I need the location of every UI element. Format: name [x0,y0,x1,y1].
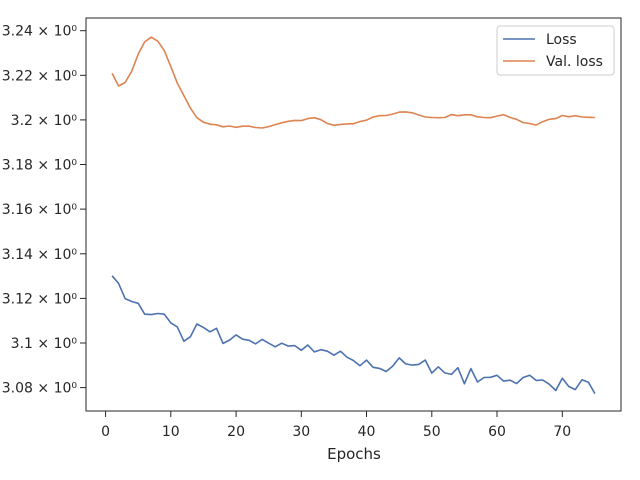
plot-area [85,17,622,412]
legend: Loss Val. loss [496,25,615,76]
y-tick-label: 3.08 × 10⁰ [2,381,78,397]
y-tick-label: 3.24 × 10⁰ [2,24,78,40]
y-tick-label: 3.18 × 10⁰ [2,158,78,174]
x-axis: 0 10 20 30 40 50 60 70 [101,411,571,440]
x-tick-label: 10 [162,424,180,440]
x-tick-label: 0 [101,424,110,440]
series-line-val-loss [111,36,595,129]
series-line-loss [111,275,596,394]
x-tick-label: 70 [553,424,571,440]
legend-label-val-loss: Val. loss [546,54,603,70]
y-tick-label: 3.22 × 10⁰ [2,68,78,84]
y-axis: 3.08 × 10⁰ 3.1 × 10⁰ 3.12 × 10⁰ 3.14 × 10⁰ 3… [2,24,86,397]
x-axis-title: Epochs [327,445,381,463]
y-tick-label: 3.1 × 10⁰ [11,336,78,352]
x-tick-label: 40 [358,424,376,440]
y-tick-label: 3.12 × 10⁰ [2,291,78,307]
x-tick-label: 60 [488,424,506,440]
y-tick-label: 3.2 × 10⁰ [11,113,78,129]
legend-label-loss: Loss [546,32,577,48]
x-tick-label: 20 [227,424,245,440]
x-tick-label: 30 [292,424,310,440]
y-tick-label: 3.14 × 10⁰ [2,247,78,263]
x-tick-label: 50 [423,424,441,440]
plot-frame [85,17,622,412]
series-layer [111,36,596,394]
y-tick-label: 3.16 × 10⁰ [2,202,78,218]
